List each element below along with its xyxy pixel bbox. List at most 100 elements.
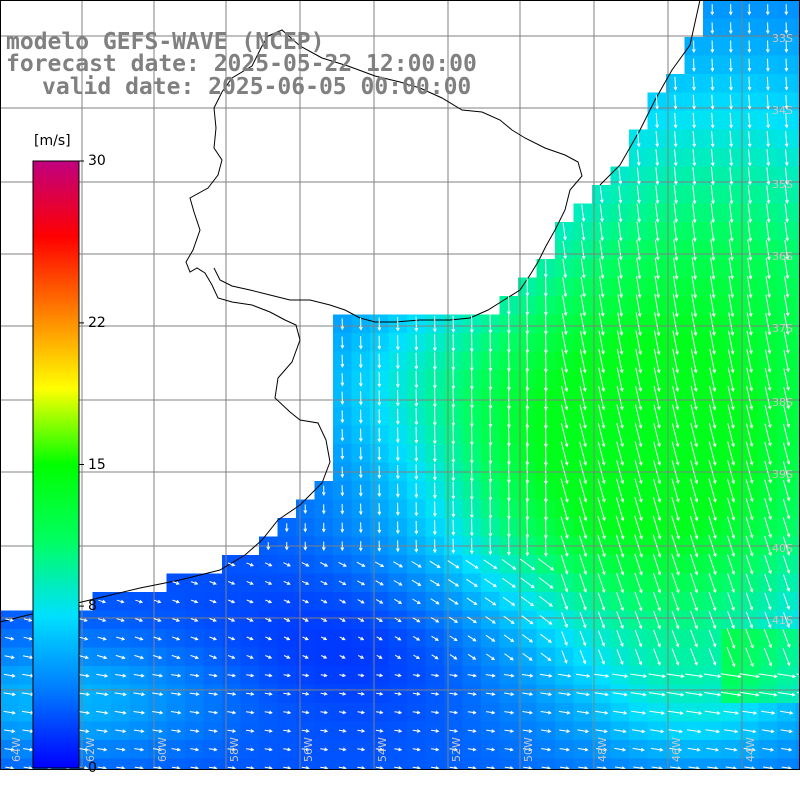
wind-arrow bbox=[114, 710, 127, 715]
wind-arrow bbox=[209, 581, 217, 585]
title-forecast-date: forecast date: 2025-05-22 12:00:00 bbox=[6, 51, 477, 77]
wind-arrow bbox=[340, 336, 345, 350]
wind-arrow bbox=[634, 422, 643, 448]
wind-arrow bbox=[671, 610, 680, 630]
wind-arrow bbox=[777, 692, 796, 697]
wind-arrow bbox=[264, 692, 273, 696]
wind-arrow bbox=[283, 747, 292, 752]
wind-cell bbox=[795, 203, 800, 223]
wind-arrow bbox=[784, 22, 789, 35]
wind-cell bbox=[795, 573, 800, 593]
wind-arrow bbox=[375, 729, 384, 733]
wind-arrow bbox=[377, 317, 382, 332]
wind-arrow bbox=[340, 447, 345, 460]
wind-arrow bbox=[581, 204, 586, 223]
wind-arrow bbox=[599, 276, 605, 298]
wind-arrow bbox=[467, 710, 477, 715]
wind-arrow bbox=[634, 572, 643, 594]
wind-arrow bbox=[394, 617, 402, 622]
wind-arrow bbox=[376, 673, 384, 678]
lon-label: 62W bbox=[84, 737, 97, 762]
wind-arrow bbox=[727, 422, 735, 448]
wind-arrow bbox=[358, 466, 363, 479]
wind-arrow bbox=[654, 257, 660, 280]
wind-arrow bbox=[227, 654, 236, 659]
wind-arrow bbox=[393, 580, 403, 586]
wind-arrow bbox=[303, 523, 308, 533]
wind-arrow bbox=[561, 612, 568, 628]
wind-arrow bbox=[727, 404, 735, 429]
wind-cell bbox=[795, 148, 800, 168]
wind-cell bbox=[795, 166, 800, 186]
wind-arrow bbox=[283, 710, 292, 715]
wind-arrow bbox=[765, 258, 771, 280]
wind-arrow bbox=[727, 573, 735, 593]
wind-arrow bbox=[635, 367, 643, 393]
wind-arrow bbox=[303, 504, 308, 515]
wind-arrow bbox=[766, 76, 770, 91]
wind-arrow bbox=[394, 598, 403, 604]
wind-arrow bbox=[709, 348, 717, 374]
wind-arrow bbox=[747, 58, 752, 72]
wind-arrow bbox=[672, 312, 679, 337]
wind-arrow bbox=[728, 221, 734, 243]
wind-arrow bbox=[228, 599, 236, 604]
wind-arrow bbox=[283, 580, 291, 585]
wind-arrow bbox=[636, 185, 641, 204]
wind-arrow bbox=[764, 423, 772, 447]
wind-arrow bbox=[652, 497, 662, 522]
wind-arrow bbox=[708, 611, 717, 630]
wind-arrow bbox=[23, 636, 33, 641]
wind-arrow bbox=[724, 747, 738, 752]
wind-arrow bbox=[597, 515, 606, 540]
wind-arrow bbox=[703, 673, 722, 678]
wind-arrow bbox=[377, 390, 382, 407]
wind-arrow bbox=[727, 367, 735, 393]
wind-arrow bbox=[283, 655, 291, 659]
wind-arrow bbox=[153, 636, 163, 641]
wind-arrow bbox=[190, 747, 200, 752]
wind-arrow bbox=[115, 673, 127, 678]
wind-arrow bbox=[561, 313, 568, 336]
wind-arrow bbox=[689, 534, 699, 558]
wind-arrow bbox=[672, 385, 680, 411]
wind-arrow bbox=[340, 522, 345, 533]
wind-arrow bbox=[746, 294, 753, 318]
wind-arrow bbox=[77, 673, 90, 678]
wind-arrow bbox=[135, 618, 144, 622]
wind-arrow bbox=[265, 618, 273, 622]
wind-arrow bbox=[339, 673, 347, 678]
wind-arrow bbox=[504, 692, 515, 696]
wind-arrow bbox=[467, 692, 477, 696]
wind-arrow bbox=[729, 148, 734, 167]
wind-arrow bbox=[729, 58, 733, 72]
wind-arrow bbox=[302, 599, 310, 604]
lat-label: 39S bbox=[772, 468, 793, 481]
wind-arrow bbox=[581, 240, 586, 260]
wind-arrow bbox=[673, 167, 678, 186]
wind-cell bbox=[795, 18, 800, 38]
wind-arrow bbox=[97, 618, 107, 622]
wind-arrow bbox=[631, 710, 647, 715]
wind-arrow bbox=[561, 631, 568, 646]
wind-arrow bbox=[708, 460, 717, 485]
wind-arrow bbox=[432, 370, 437, 390]
wind-arrow bbox=[469, 481, 474, 501]
wind-arrow bbox=[227, 710, 237, 715]
wind-arrow bbox=[782, 536, 791, 556]
wind-arrow bbox=[357, 747, 366, 752]
wind-arrow bbox=[708, 478, 717, 503]
wind-arrow bbox=[690, 367, 698, 393]
wind-arrow bbox=[451, 351, 456, 371]
wind-arrow bbox=[599, 258, 605, 280]
lon-label: 60W bbox=[156, 737, 169, 762]
wind-arrow bbox=[689, 553, 699, 576]
wind-arrow bbox=[618, 167, 623, 185]
wind-arrow bbox=[671, 591, 680, 612]
wind-arrow bbox=[783, 574, 791, 592]
wind-arrow bbox=[301, 710, 310, 715]
wind-arrow bbox=[746, 312, 753, 336]
wind-arrow bbox=[339, 655, 346, 659]
wind-arrow bbox=[710, 130, 715, 148]
wind-arrow bbox=[784, 167, 789, 186]
